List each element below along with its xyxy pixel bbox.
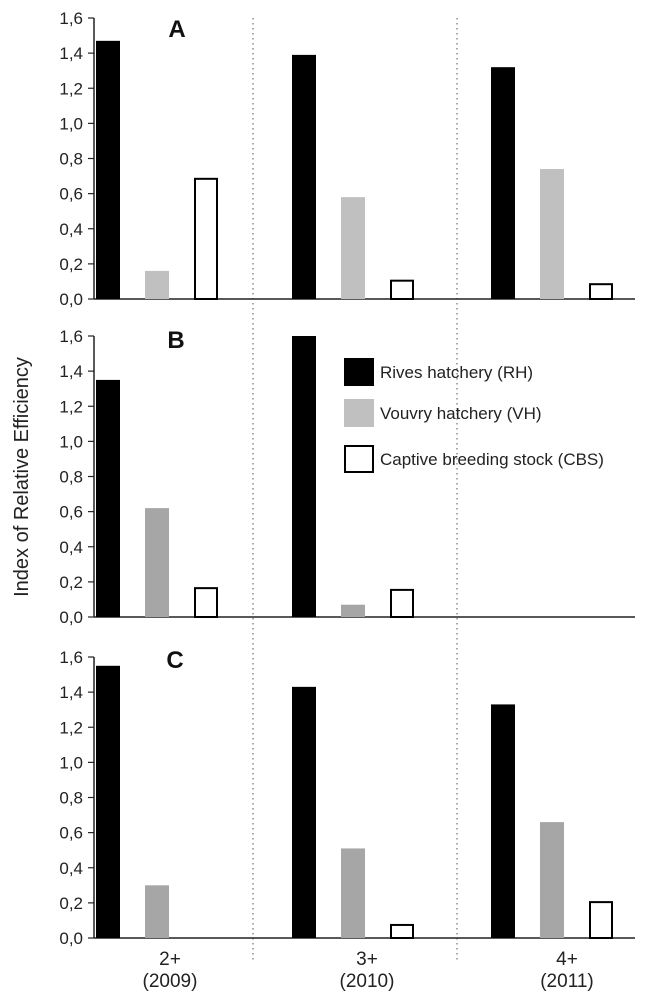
legend-label: Vouvry hatchery (VH) bbox=[380, 404, 542, 423]
bar-cbs bbox=[194, 587, 218, 618]
y-tick-label: 0,8 bbox=[59, 150, 83, 169]
y-axis-label: Index of Relative Efficiency bbox=[11, 357, 33, 597]
legend: Rives hatchery (RH) Vouvry hatchery (VH) C… bbox=[344, 358, 604, 473]
x-category-year: (2010) bbox=[340, 971, 395, 992]
legend-swatch-cbs bbox=[344, 445, 374, 473]
bar-vh bbox=[341, 848, 365, 938]
axes bbox=[88, 17, 635, 939]
bar-vh bbox=[540, 822, 564, 938]
x-category-year: (2011) bbox=[540, 971, 594, 992]
y-tick-label: 1,4 bbox=[59, 362, 83, 381]
y-tick-label: 1,4 bbox=[59, 683, 83, 702]
y-tick-label: 1,6 bbox=[59, 9, 83, 28]
bar-rh bbox=[491, 67, 515, 299]
y-tick-label: 1,0 bbox=[59, 114, 83, 133]
bar-cbs bbox=[589, 283, 613, 301]
y-tick-label: 1,4 bbox=[59, 44, 83, 63]
y-tick-label: 0,4 bbox=[59, 859, 83, 878]
panel-label: C bbox=[166, 647, 183, 674]
x-category-label: 4+ bbox=[556, 949, 578, 970]
bar-rh bbox=[96, 379, 120, 617]
y-tick-label: 1,2 bbox=[59, 397, 83, 416]
bar-rh bbox=[292, 336, 316, 617]
bar-cbs bbox=[390, 588, 414, 619]
bar-cbs bbox=[589, 901, 613, 940]
y-tick-label: 0,8 bbox=[59, 468, 83, 487]
y-tick-label: 0,8 bbox=[59, 789, 83, 808]
labels: 0,0 0,2 0,4 0,6 0,8 1,0 1,2 1,4 1,6 A 0,0 0,2 0,4 0,6… bbox=[11, 9, 594, 992]
bar-rh bbox=[491, 704, 515, 938]
bar-rh bbox=[292, 686, 316, 938]
bars bbox=[96, 40, 613, 940]
legend-label: Captive breeding stock (CBS) bbox=[380, 450, 604, 469]
y-tick-label: 0,6 bbox=[59, 503, 83, 522]
y-tick-label: 1,2 bbox=[59, 718, 83, 737]
legend-label: Rives hatchery (RH) bbox=[380, 363, 533, 382]
y-tick-label: 0,0 bbox=[59, 929, 83, 948]
y-tick-label: 1,0 bbox=[59, 753, 83, 772]
x-category-label: 3+ bbox=[356, 949, 378, 970]
bar-vh bbox=[145, 508, 169, 617]
y-tick-label: 0,0 bbox=[59, 290, 83, 309]
bar-vh bbox=[145, 270, 169, 299]
y-tick-label: 1,6 bbox=[59, 327, 83, 346]
y-tick-label: 0,4 bbox=[59, 538, 83, 557]
y-tick-label: 0,6 bbox=[59, 185, 83, 204]
x-category-label: 2+ bbox=[159, 949, 181, 970]
y-tick-label: 0,2 bbox=[59, 573, 83, 592]
y-tick-label: 0,0 bbox=[59, 608, 83, 627]
y-tick-label: 0,4 bbox=[59, 220, 83, 239]
panel-label: A bbox=[168, 16, 185, 43]
bar-rh bbox=[96, 665, 120, 938]
y-tick-label: 1,2 bbox=[59, 79, 83, 98]
y-tick-label: 1,0 bbox=[59, 432, 83, 451]
bar-cbs bbox=[194, 177, 218, 301]
bar-vh bbox=[145, 885, 169, 938]
y-tick-label: 0,6 bbox=[59, 824, 83, 843]
y-tick-label: 1,6 bbox=[59, 648, 83, 667]
y-tick-label: 0,2 bbox=[59, 255, 83, 274]
bar-rh bbox=[292, 54, 316, 299]
bar-vh bbox=[341, 197, 365, 299]
bar-rh bbox=[96, 40, 120, 300]
panel-label: B bbox=[167, 327, 184, 354]
bar-vh bbox=[540, 169, 564, 299]
bar-cbs bbox=[390, 923, 414, 940]
legend-swatch-vh bbox=[344, 399, 374, 427]
legend-swatch-rh bbox=[344, 358, 374, 386]
separator-lines bbox=[252, 18, 458, 960]
x-category-year: (2009) bbox=[143, 971, 198, 992]
y-tick-label: 0,2 bbox=[59, 894, 83, 913]
bar-vh bbox=[341, 604, 365, 617]
bar-cbs bbox=[390, 279, 414, 300]
